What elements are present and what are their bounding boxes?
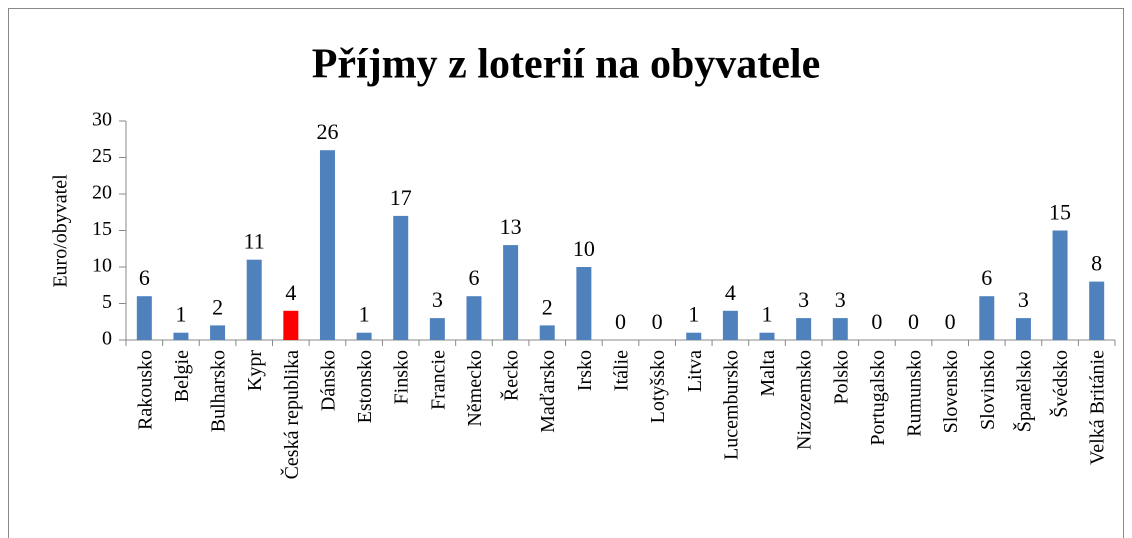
- x-tick-label: Slovensko: [940, 350, 962, 433]
- chart-title: Příjmy z loterií na obyvatele: [312, 42, 821, 88]
- value-label: 6: [981, 265, 992, 290]
- bar: [503, 245, 519, 340]
- value-label: 13: [500, 214, 522, 239]
- value-label: 1: [175, 302, 186, 327]
- value-label: 0: [945, 309, 956, 334]
- value-label: 26: [316, 119, 338, 144]
- y-tick-label: 5: [102, 291, 112, 313]
- x-tick-label: Litva: [684, 350, 706, 392]
- bar: [319, 150, 335, 340]
- x-tick-label: Řecko: [500, 350, 523, 401]
- bar: [1015, 318, 1031, 340]
- x-tick-label: Polsko: [830, 350, 852, 404]
- value-label: 2: [212, 294, 223, 319]
- bar: [246, 259, 262, 340]
- y-tick-label: 0: [102, 328, 112, 350]
- bar: [210, 325, 226, 340]
- value-label: 11: [244, 229, 265, 254]
- bar: [136, 296, 152, 340]
- x-tick-label: Finsko: [391, 350, 413, 404]
- value-label: 6: [468, 265, 479, 290]
- y-tick-label: 10: [92, 255, 112, 277]
- value-label: 15: [1049, 200, 1071, 225]
- value-label: 17: [390, 185, 412, 210]
- value-label: 3: [835, 287, 846, 312]
- x-tick-label: Itálie: [611, 350, 633, 391]
- x-tick-label: Velká Británie: [1087, 350, 1109, 465]
- x-tick-label: Dánsko: [317, 350, 339, 411]
- bar: [1089, 281, 1105, 340]
- bar: [686, 332, 702, 340]
- value-label: 10: [573, 236, 595, 261]
- x-tick-label: Rumunsko: [904, 350, 926, 437]
- x-tick-label: Španělsko: [1011, 350, 1035, 432]
- x-tick-label: Nizozemsko: [794, 350, 816, 450]
- y-tick-label: 25: [92, 145, 112, 167]
- x-tick-label: Lotyšsko: [647, 350, 669, 423]
- bar: [429, 318, 445, 340]
- value-label: 0: [908, 309, 919, 334]
- x-tick-label: Irsko: [574, 350, 596, 391]
- y-axis-label: Euro/obyvatel: [50, 174, 72, 288]
- value-label: 4: [725, 280, 736, 305]
- chart-border: [8, 8, 1124, 538]
- x-tick-label: Švédsko: [1048, 350, 1072, 418]
- bar: [722, 310, 738, 340]
- x-tick-label: Belgie: [171, 350, 193, 402]
- x-tick-label: Bulharsko: [208, 350, 230, 432]
- x-tick-label: Francie: [427, 350, 449, 410]
- y-tick-label: 15: [92, 218, 112, 240]
- x-tick-label: Německo: [464, 350, 486, 427]
- x-tick-label: Slovinsko: [977, 350, 999, 430]
- bar: [759, 332, 775, 340]
- bar: [539, 325, 555, 340]
- value-label: 1: [359, 302, 370, 327]
- bar: [1052, 230, 1068, 340]
- value-label: 3: [798, 287, 809, 312]
- bar: [796, 318, 812, 340]
- y-tick-label: 20: [92, 182, 112, 204]
- bar: [466, 296, 482, 340]
- value-label: 4: [285, 280, 296, 305]
- bar: [356, 332, 372, 340]
- value-label: 3: [1018, 287, 1029, 312]
- bar: [979, 296, 995, 340]
- bar: [173, 332, 189, 340]
- value-label: 6: [139, 265, 150, 290]
- value-label: 0: [871, 309, 882, 334]
- x-tick-label: Portugalsko: [867, 350, 889, 446]
- bar: [576, 267, 592, 340]
- value-label: 0: [615, 309, 626, 334]
- value-label: 0: [652, 309, 663, 334]
- x-tick-label: Kypr: [244, 350, 266, 391]
- x-tick-label: Maďarsko: [537, 350, 559, 433]
- bar: [832, 318, 848, 340]
- x-tick-label: Česká republika: [279, 350, 303, 480]
- x-tick-label: Lucembursko: [720, 350, 742, 460]
- x-tick-label: Estonsko: [354, 350, 376, 423]
- value-label: 1: [762, 302, 773, 327]
- value-label: 8: [1091, 251, 1102, 276]
- value-label: 2: [542, 294, 553, 319]
- x-tick-label: Rakousko: [134, 350, 156, 430]
- value-label: 1: [688, 302, 699, 327]
- x-tick-label: Malta: [757, 350, 779, 397]
- bar: [393, 215, 409, 340]
- y-tick-label: 30: [92, 109, 112, 131]
- bar: [283, 310, 299, 340]
- value-label: 3: [432, 287, 443, 312]
